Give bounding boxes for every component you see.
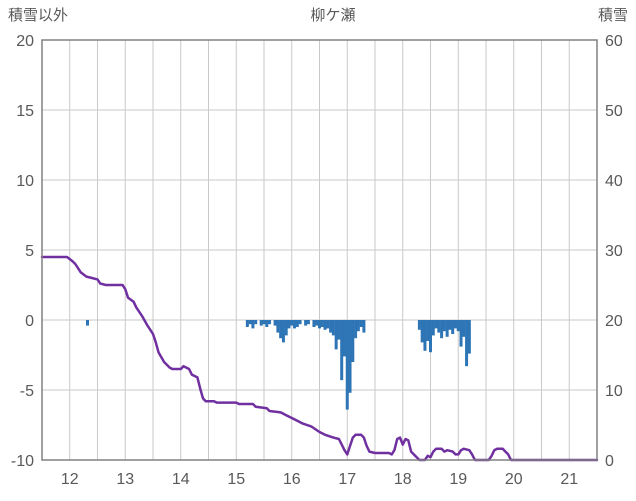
- bar: [423, 320, 427, 351]
- x-tick-label: 14: [172, 471, 190, 488]
- right-y-tick-label: 30: [605, 243, 623, 260]
- bar: [262, 320, 266, 325]
- bar: [284, 320, 288, 336]
- bar: [304, 320, 308, 326]
- bar: [431, 320, 435, 336]
- x-tick-label: 18: [394, 471, 412, 488]
- bar: [456, 320, 460, 332]
- right-axis-label: 積雪: [597, 7, 628, 24]
- bar: [245, 320, 249, 327]
- left-axis-label: 積雪以外: [8, 7, 69, 24]
- bar: [445, 320, 449, 337]
- bar: [323, 320, 327, 330]
- bar: [318, 320, 321, 329]
- bar: [342, 320, 346, 357]
- bar: [429, 320, 432, 353]
- bar: [334, 320, 338, 350]
- bar: [440, 320, 444, 339]
- bar: [293, 320, 297, 329]
- x-tick-label: 17: [338, 471, 356, 488]
- left-y-tick-label: 15: [16, 103, 34, 120]
- left-y-tick-label: -5: [20, 383, 34, 400]
- right-y-tick-label: 10: [605, 383, 623, 400]
- snow-depth-line: [40, 255, 599, 462]
- bar: [254, 320, 258, 325]
- x-tick-label: 15: [227, 471, 245, 488]
- bar: [359, 320, 363, 327]
- bar: [251, 320, 255, 329]
- bar: [279, 320, 283, 339]
- bar: [453, 320, 457, 329]
- bar-series: [86, 320, 471, 410]
- right-y-tick-label: 0: [605, 453, 614, 470]
- bar: [320, 320, 324, 327]
- bar: [467, 320, 471, 354]
- bar: [345, 320, 349, 410]
- bar: [290, 320, 294, 326]
- bar: [306, 320, 310, 325]
- chart-header: 積雪以外 柳ケ瀬 積雪: [0, 4, 636, 25]
- bar: [273, 320, 277, 326]
- left-y-tick-label: 20: [16, 33, 34, 50]
- bar: [426, 320, 430, 341]
- bar: [462, 320, 466, 337]
- bar: [348, 320, 352, 393]
- bar: [354, 320, 358, 339]
- gridlines: [42, 40, 597, 460]
- right-y-tick-label: 60: [605, 33, 623, 50]
- bar: [417, 320, 421, 330]
- bar: [451, 320, 455, 334]
- x-tick-label: 12: [61, 471, 79, 488]
- x-tick-label: 16: [283, 471, 301, 488]
- chart-title: 柳ケ瀬: [310, 7, 356, 24]
- bar: [86, 320, 90, 326]
- right-y-tick-label: 40: [605, 173, 623, 190]
- bar: [362, 320, 366, 333]
- bar: [265, 320, 269, 327]
- bar: [340, 320, 344, 381]
- left-y-tick-label: 10: [16, 173, 34, 190]
- bar: [326, 320, 330, 329]
- x-tick-label: 21: [560, 471, 578, 488]
- right-y-tick-label: 20: [605, 313, 623, 330]
- bar: [442, 320, 446, 332]
- bar: [420, 320, 424, 343]
- x-tick-label: 19: [449, 471, 467, 488]
- bar: [315, 320, 319, 326]
- x-tick-label: 20: [505, 471, 523, 488]
- left-y-tick-label: 5: [25, 243, 34, 260]
- bar: [259, 320, 263, 326]
- x-tick-label: 13: [116, 471, 134, 488]
- plot-border: [41, 39, 598, 461]
- bar: [281, 320, 285, 343]
- bar: [434, 320, 438, 329]
- bar: [356, 320, 360, 332]
- bar: [276, 320, 280, 333]
- bar: [295, 320, 299, 327]
- bar: [437, 320, 441, 333]
- bar: [465, 320, 469, 367]
- bar: [248, 320, 252, 325]
- bar: [351, 320, 355, 362]
- bar: [459, 320, 463, 347]
- bar: [287, 320, 291, 329]
- left-y-tick-label: 0: [25, 313, 34, 330]
- bar: [329, 320, 333, 333]
- bar: [298, 320, 302, 325]
- bar: [268, 320, 272, 325]
- bar: [448, 320, 452, 330]
- bar: [337, 320, 341, 340]
- bar: [331, 320, 335, 336]
- bar: [312, 320, 316, 327]
- left-y-tick-label: -10: [11, 453, 34, 470]
- right-y-tick-label: 50: [605, 103, 623, 120]
